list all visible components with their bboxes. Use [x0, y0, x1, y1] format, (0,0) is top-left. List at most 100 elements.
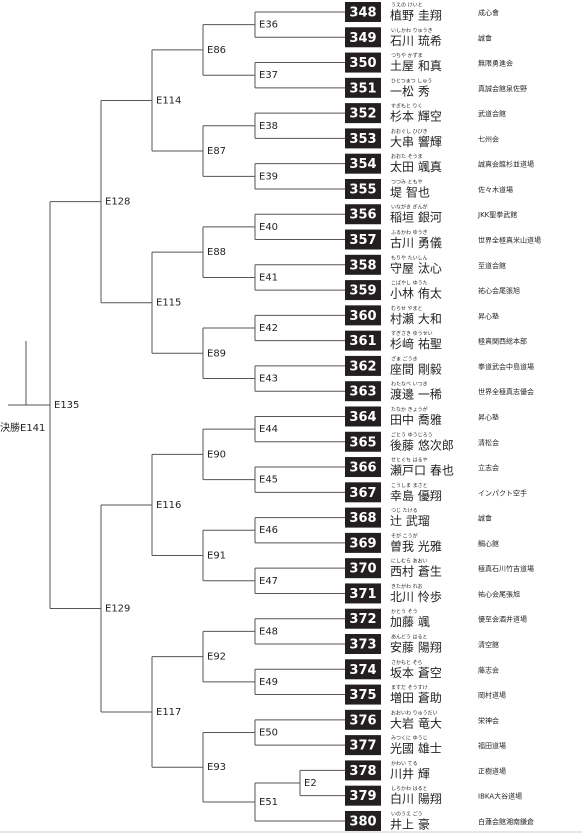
furigana: つつみ ともや	[391, 178, 423, 185]
entry-name: 光國 雄士	[390, 741, 442, 756]
final-label: 決勝E141	[0, 421, 45, 434]
furigana: おおた そうま	[391, 153, 423, 160]
match-label: E135	[54, 400, 79, 411]
dojo: 極真関西総本部	[478, 337, 527, 346]
furigana: おおぐし ひびき	[391, 128, 428, 135]
dojo: 七州会	[478, 134, 499, 143]
entry-name: 大串 響輝	[390, 134, 442, 149]
match-label: E115	[156, 298, 181, 309]
number-box	[345, 760, 381, 781]
number-box	[345, 330, 381, 351]
furigana: おおいわ りゅうだい	[391, 709, 438, 716]
furigana: いながき ぎんが	[391, 204, 428, 211]
furigana: にしむら あおい	[391, 558, 428, 565]
furigana: こうしま まさと	[391, 482, 428, 489]
match-label: E37	[259, 70, 278, 81]
entry-name: 白川 陽翔	[390, 791, 442, 806]
match-label: E47	[259, 576, 278, 587]
entry-number: 367	[349, 486, 376, 501]
number-box	[345, 229, 381, 250]
number-box	[345, 735, 381, 756]
match-label: E92	[207, 652, 226, 663]
dojo: JKK聖拳武館	[477, 210, 517, 219]
entry-name: 守屋 汰心	[390, 261, 442, 275]
entry-number: 352	[349, 107, 376, 122]
match-label: E41	[259, 272, 278, 283]
dojo: 拳道武会中島道場	[478, 362, 534, 371]
entry-number: 379	[349, 789, 376, 804]
dojo: 誠會	[478, 33, 492, 42]
entry-number: 363	[349, 385, 376, 400]
match-label: E116	[156, 500, 181, 511]
match-label: E48	[259, 626, 278, 637]
match-label: E46	[259, 525, 278, 536]
match-label: E50	[259, 727, 278, 738]
furigana: つじ たける	[391, 508, 418, 514]
dojo: 立志会	[478, 463, 499, 472]
furigana: しらかわ はると	[391, 785, 428, 792]
dojo: 祐心会尾張旭	[478, 286, 520, 295]
dojo: 成心會	[478, 8, 499, 17]
match-label: E44	[259, 424, 278, 435]
dojo: 真誠会館泉佐野	[478, 84, 527, 93]
entry-name: 一松 秀	[390, 84, 430, 98]
number-box	[345, 128, 381, 149]
number-box	[345, 507, 381, 528]
number-box	[345, 709, 381, 730]
match-label: E93	[207, 762, 226, 773]
match-label: E42	[259, 323, 278, 334]
furigana: いのうえ ごう	[391, 810, 423, 817]
dojo: 清松会	[478, 438, 499, 447]
match-label: E45	[259, 475, 278, 486]
dojo: 世界全極真米山道場	[478, 236, 541, 245]
entry-name: 安藤 陽翔	[390, 640, 442, 655]
entry-number: 373	[349, 638, 376, 653]
number-box	[345, 532, 381, 553]
dojo: 福田道場	[478, 741, 506, 750]
furigana: ふるかわ ゆうぎ	[391, 229, 428, 236]
furigana: たなか きょうが	[391, 406, 428, 413]
number-box	[345, 785, 381, 806]
entry-name: 辻 武瑠	[390, 514, 430, 528]
match-label: E114	[156, 95, 181, 106]
entry-number: 354	[349, 157, 376, 172]
furigana: むらせ やまと	[391, 305, 423, 312]
match-label: E117	[156, 707, 181, 718]
number-box	[345, 558, 381, 579]
number-box	[345, 103, 381, 124]
entry-name: 石川 琉希	[390, 33, 442, 48]
entry-number: 380	[349, 814, 376, 829]
entry-name: 小林 侑太	[390, 286, 442, 301]
number-box	[345, 381, 381, 402]
number-box	[345, 27, 381, 48]
furigana: ごとう ゆうじろう	[391, 431, 433, 438]
entry-number: 369	[349, 536, 376, 551]
match-label: E91	[207, 551, 226, 562]
entry-name: 北川 怜歩	[390, 589, 442, 604]
match-label: E36	[259, 20, 278, 31]
number-box	[345, 431, 381, 452]
entry-number: 357	[349, 233, 376, 248]
furigana: わたなべ いつき	[391, 381, 428, 388]
furigana: さかもと そら	[391, 659, 423, 666]
dojo: 極真石川竹吉道場	[478, 564, 534, 573]
entry-name: 坂本 蒼空	[390, 666, 442, 680]
entry-number: 355	[349, 182, 376, 197]
entry-number: 350	[349, 56, 376, 71]
dojo: 無限勇進会	[478, 59, 513, 68]
match-label: E89	[207, 348, 226, 359]
match-label: E49	[259, 677, 278, 688]
entry-name: 稲垣 銀河	[390, 211, 442, 225]
dojo: 祐心会尾張旭	[478, 589, 520, 598]
entry-name: 杉本 輝空	[390, 110, 442, 124]
entry-number: 370	[349, 562, 376, 577]
entry-name: 瀬戸口 春也	[390, 464, 454, 478]
dojo: 岡村道場	[478, 691, 506, 700]
entry-name: 大岩 竜大	[390, 715, 442, 730]
dojo: 誠真会館杉並道場	[478, 160, 534, 169]
furigana: すぎもと りく	[391, 103, 423, 110]
entry-name: 杉﨑 祐聖	[390, 336, 442, 351]
entry-number: 359	[349, 284, 376, 299]
dojo: 白蓮会館湘南鎌倉	[478, 817, 534, 826]
number-box	[345, 305, 381, 326]
